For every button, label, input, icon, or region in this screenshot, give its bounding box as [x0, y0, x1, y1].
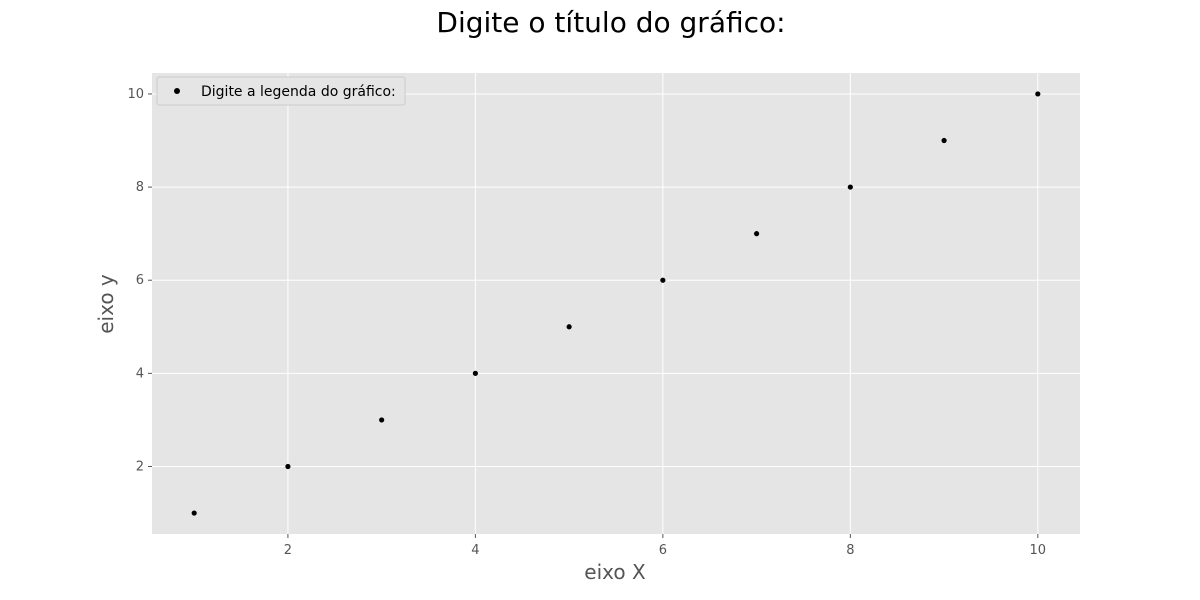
legend-label: Digite a legenda do gráfico:: [201, 84, 396, 100]
y-axis-ticks: 2 4 6 8 10: [127, 87, 152, 474]
data-point: [1035, 91, 1041, 97]
x-tick-label: 8: [846, 543, 854, 558]
x-axis-ticks: 2 4 6 8 10: [284, 534, 1046, 558]
legend-box: [156, 76, 406, 106]
x-tick-label: 6: [659, 543, 667, 558]
y-tick-label: 2: [136, 459, 144, 474]
data-point: [754, 231, 760, 237]
y-tick-label: 4: [136, 366, 144, 381]
y-axis-label: eixo y: [94, 274, 118, 334]
data-point: [472, 370, 478, 376]
data-point: [566, 324, 572, 330]
data-points: [191, 91, 1041, 516]
x-tick-label: 10: [1030, 543, 1047, 558]
x-axis-label: eixo X: [584, 560, 646, 584]
data-point: [379, 417, 385, 423]
y-tick-label: 8: [136, 180, 144, 195]
chart-title: Digite o título do gráfico:: [436, 6, 785, 39]
grid-lines: [152, 73, 1080, 534]
legend-marker: [174, 88, 180, 94]
plot-area: [152, 73, 1080, 534]
data-point: [285, 463, 291, 470]
legend: Digite a legenda do gráfico:: [156, 76, 406, 106]
x-tick-label: 2: [284, 543, 292, 558]
x-tick-label: 4: [471, 543, 479, 558]
data-point: [941, 137, 947, 144]
data-point: [660, 277, 666, 283]
data-point: [847, 184, 853, 190]
y-tick-label: 10: [127, 87, 144, 102]
data-point: [191, 510, 197, 516]
y-tick-label: 6: [136, 273, 144, 288]
